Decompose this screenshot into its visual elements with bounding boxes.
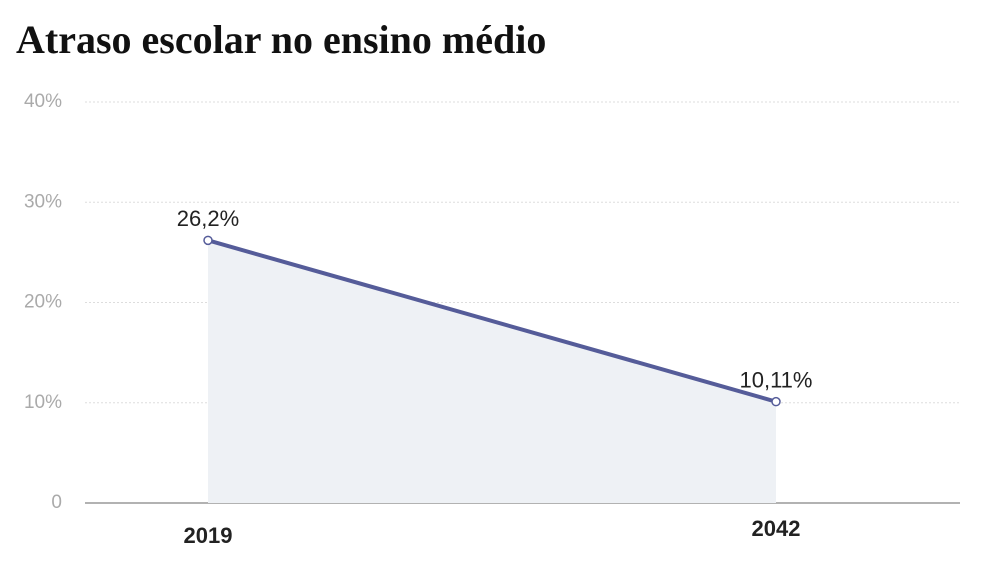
area <box>208 240 776 503</box>
value-label: 26,2% <box>177 206 239 231</box>
y-tick-label: 10% <box>24 392 62 413</box>
y-tick-label: 0 <box>51 492 62 513</box>
point <box>203 235 213 246</box>
x-tick-label: 2019 <box>184 523 233 548</box>
line <box>207 238 777 404</box>
y-tick-label: 30% <box>24 191 62 212</box>
y-tick-label: 40% <box>24 91 62 112</box>
point <box>771 396 781 407</box>
x-tick-label: 2042 <box>752 516 801 541</box>
value-label: 10,11% <box>740 367 813 392</box>
chart-title: Atraso escolar no ensino médio <box>16 17 546 62</box>
y-tick-label: 20% <box>24 292 62 313</box>
